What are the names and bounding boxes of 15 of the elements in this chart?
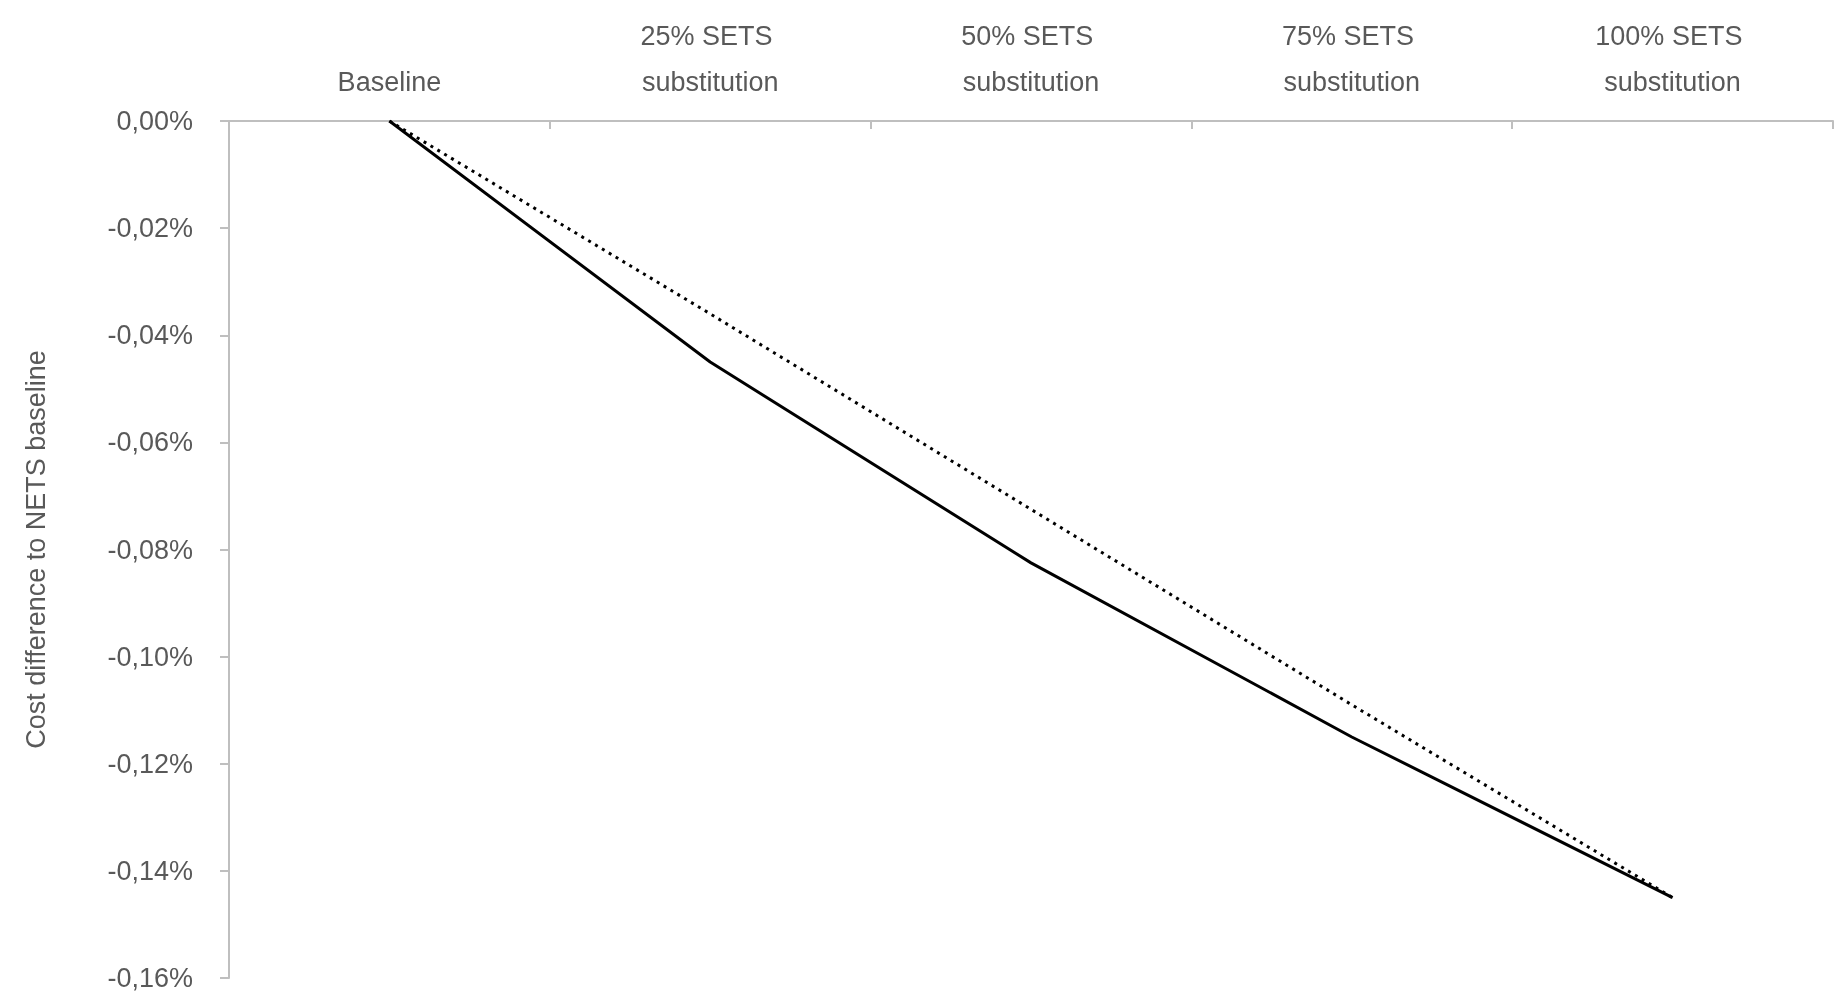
y-tick-label: -0,14%	[107, 855, 193, 886]
x-tick-label: 50% SETS substitution	[961, 21, 1101, 97]
y-tick-label: -0,06%	[107, 427, 193, 458]
y-tick-label: -0,16%	[107, 963, 193, 993]
x-tick-label: 25% SETS substitution	[640, 21, 780, 97]
y-tick-label: -0,02%	[107, 213, 193, 244]
y-tick-label: -0,12%	[107, 748, 193, 779]
y-tick-label: -0,10%	[107, 641, 193, 672]
y-tick-label: -0,08%	[107, 534, 193, 565]
y-axis-title: Cost difference to NETS baseline	[20, 350, 51, 749]
x-tick-label: 75% SETS substitution	[1282, 21, 1422, 97]
x-tick-label: Baseline	[337, 67, 442, 97]
x-tick-label: 100% SETS substitution	[1595, 21, 1750, 97]
y-tick-label: -0,04%	[107, 320, 193, 351]
y-tick-label: 0,00%	[116, 106, 193, 136]
